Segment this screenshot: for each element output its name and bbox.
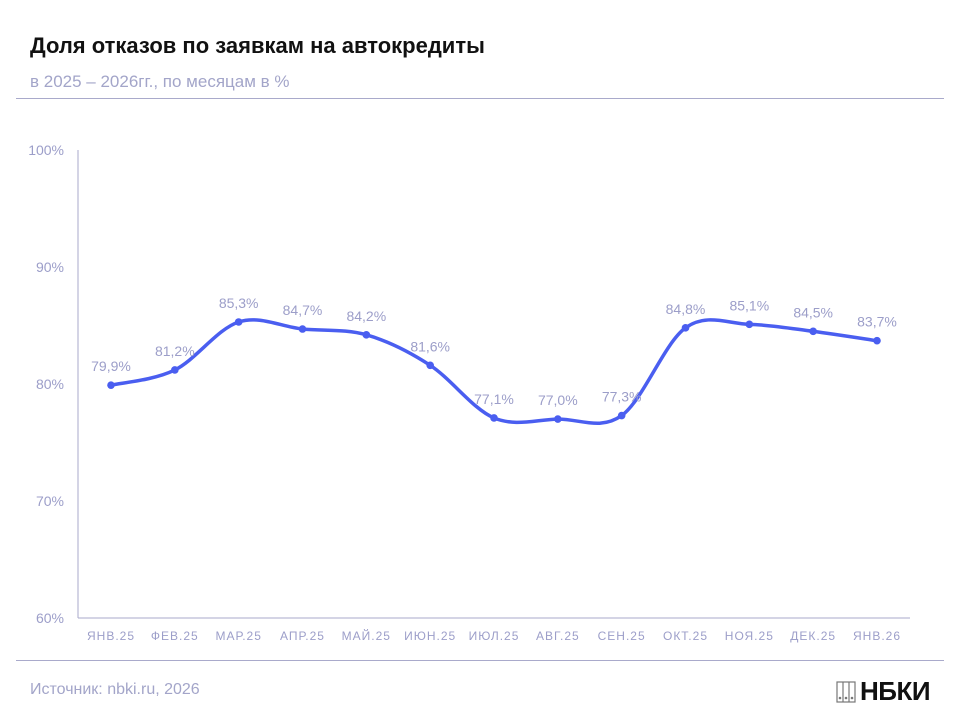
x-tick-label: АПР.25 (280, 629, 325, 643)
data-point (873, 336, 881, 345)
x-tick-label: НОЯ.25 (725, 629, 774, 643)
data-point (107, 381, 115, 389)
data-label: 84,7% (283, 302, 323, 318)
series-line (109, 318, 879, 425)
footer-divider (16, 660, 944, 661)
x-tick-label: ЯНВ.26 (853, 629, 901, 643)
data-label: 84,5% (793, 304, 833, 320)
x-tick-label: ИЮН.25 (404, 629, 456, 643)
logo-text: НБКИ (860, 676, 931, 706)
data-point (234, 318, 243, 326)
data-point (809, 327, 817, 336)
data-point (617, 411, 626, 420)
x-tick-label: ИЮЛ.25 (469, 629, 520, 643)
y-tick-label: 90% (36, 259, 64, 275)
nbki-logo-icon (836, 680, 856, 703)
source-text: Источник: nbki.ru, 2026 (30, 681, 200, 698)
nbki-logo: НБКИ (836, 676, 931, 707)
x-tick-label: СЕН.25 (598, 629, 646, 643)
data-label: 85,1% (729, 297, 769, 313)
data-label: 85,3% (219, 295, 259, 311)
chart-subtitle: в 2025 – 2026гг., по месяцам в % (30, 72, 290, 91)
data-label: 84,2% (346, 308, 386, 324)
y-tick-label: 60% (36, 610, 64, 626)
x-tick-label: ОКТ.25 (663, 629, 708, 643)
data-label: 84,8% (666, 301, 706, 317)
data-label: 81,2% (155, 343, 195, 359)
data-label: 77,1% (474, 391, 514, 407)
data-label: 83,7% (857, 314, 897, 330)
data-point (362, 331, 371, 339)
data-label: 79,9% (91, 358, 131, 374)
chart-title: Доля отказов по заявкам на автокредиты (30, 33, 485, 58)
data-point (171, 366, 179, 374)
data-point (298, 325, 307, 333)
x-tick-label: МАР.25 (215, 629, 261, 643)
x-tick-label: АВГ.25 (536, 629, 580, 643)
data-point (490, 414, 498, 422)
x-tick-label: ФЕВ.25 (151, 629, 199, 643)
y-tick-label: 100% (28, 142, 64, 158)
x-tick-label: ДЕК.25 (790, 629, 836, 643)
data-label: 81,6% (410, 338, 450, 354)
data-label: 77,3% (602, 389, 642, 405)
data-point (745, 320, 754, 329)
y-tick-label: 80% (36, 376, 64, 392)
x-tick-label: ЯНВ.25 (87, 629, 135, 643)
x-tick-label: МАЙ.25 (342, 628, 391, 643)
header-divider (16, 98, 944, 99)
data-point (554, 415, 562, 423)
data-point (426, 361, 434, 370)
y-tick-label: 70% (36, 493, 64, 509)
data-label: 77,0% (538, 392, 578, 408)
data-point (681, 324, 690, 332)
